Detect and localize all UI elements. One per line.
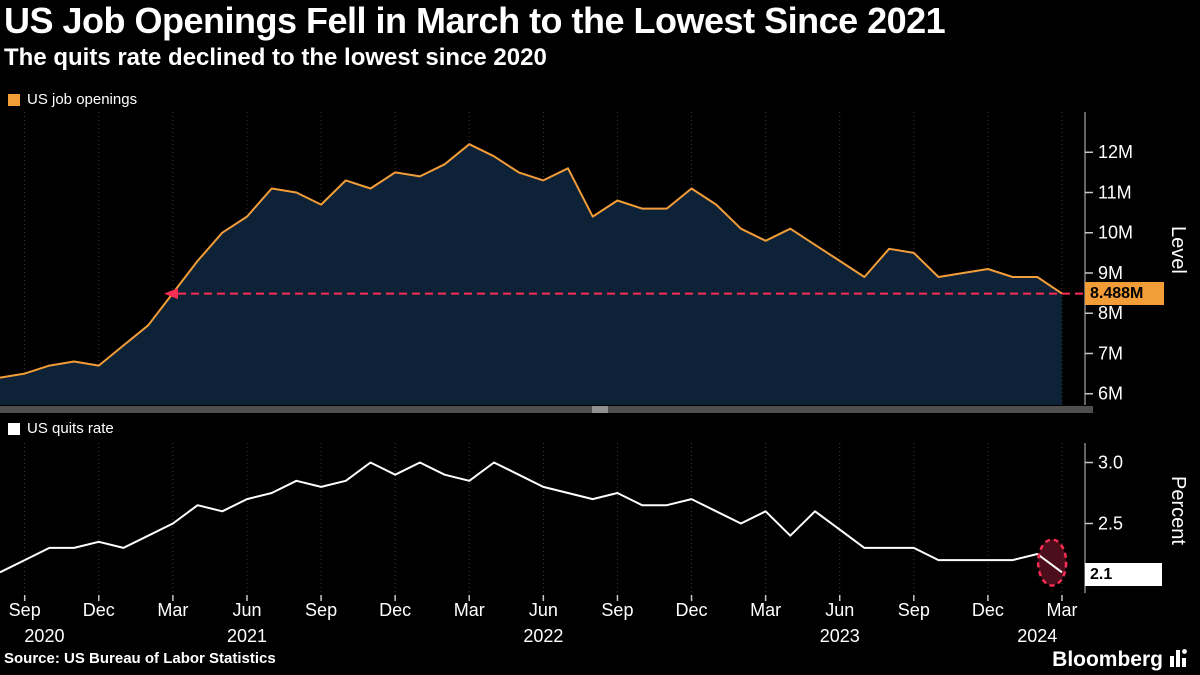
openings-legend-label: US job openings [27,91,138,108]
year-label: 2023 [820,626,860,646]
y-tick-label: 7M [1098,343,1123,363]
bloomberg-logo: Bloomberg [1052,647,1190,672]
percent-axis-title: Percent [1167,476,1189,545]
source-attribution: Source: US Bureau of Labor Statistics [4,650,276,667]
chart-subtitle: The quits rate declined to the lowest si… [4,44,547,71]
bloomberg-terminal-icon [1170,647,1190,672]
y-tick-label: 2.5 [1098,513,1123,533]
openings-value-label: 8.488M [1085,281,1164,305]
quits-highlight-fill [1038,539,1067,586]
y-tick-label: 9M [1098,263,1123,283]
x-tick-label: Jun [529,600,558,620]
quits-legend: US quits rate [8,420,114,437]
x-tick-label: Sep [601,600,633,620]
quits-value-label: 2.1 [1085,563,1162,587]
openings-legend: US job openings [8,91,137,108]
x-tick-label: Mar [750,600,781,620]
x-tick-label: Mar [1047,600,1078,620]
y-tick-label: 10M [1098,223,1133,243]
x-tick-label: Dec [676,600,708,620]
openings-area [0,144,1062,405]
quits-legend-swatch [8,422,20,435]
divider-scrollbar-thumb[interactable] [592,406,608,413]
year-label: 2021 [227,626,267,646]
annotation-arrowhead [164,288,178,300]
chart-title: US Job Openings Fell in March to the Low… [4,0,946,41]
openings-legend-swatch [8,93,20,106]
x-tick-label: Mar [157,600,188,620]
openings-line [0,143,1063,379]
y-tick-label: 11M [1098,182,1132,202]
year-label: 2022 [523,626,563,646]
x-tick-label: Sep [9,600,41,620]
quits-legend-label: US quits rate [27,420,114,437]
y-tick-label: 3.0 [1098,453,1123,473]
x-tick-label: Dec [379,600,411,620]
level-axis-title: Level [1167,226,1189,274]
x-tick-label: Dec [83,600,115,620]
x-tick-label: Mar [454,600,485,620]
x-tick-label: Jun [825,600,854,620]
y-tick-label: 8M [1098,303,1123,323]
quits-line [0,461,1063,574]
y-tick-label: 6M [1098,384,1123,404]
year-label: 2024 [1017,626,1057,646]
quits-highlight-ellipse [1036,538,1068,587]
x-tick-label: Sep [305,600,337,620]
bloomberg-wordmark: Bloomberg [1052,647,1163,671]
x-tick-label: Dec [972,600,1004,620]
x-tick-label: Sep [898,600,930,620]
y-tick-label: 12M [1098,142,1133,162]
x-tick-label: Jun [232,600,261,620]
year-label: 2020 [24,626,64,646]
panel-divider [0,406,1093,413]
